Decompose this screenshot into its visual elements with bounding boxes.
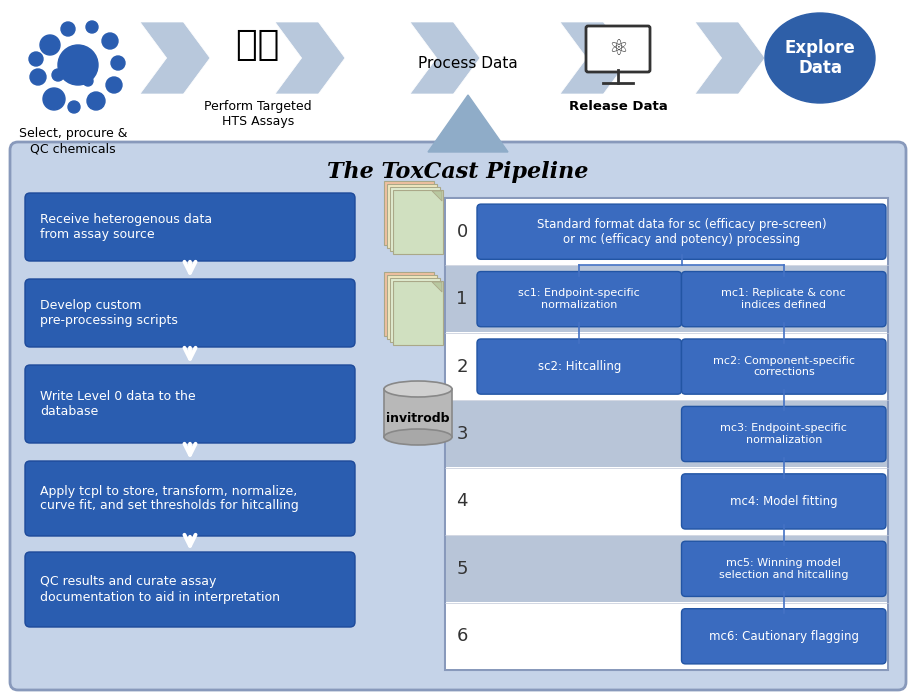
Text: Explore
Data: Explore Data (785, 39, 856, 78)
Text: The ToxCast Pipeline: The ToxCast Pipeline (328, 161, 588, 183)
FancyBboxPatch shape (25, 279, 355, 347)
Text: 4: 4 (457, 493, 468, 511)
Circle shape (30, 69, 46, 85)
FancyBboxPatch shape (446, 401, 887, 466)
FancyBboxPatch shape (446, 199, 887, 265)
Text: 5: 5 (457, 560, 468, 578)
FancyBboxPatch shape (387, 275, 437, 339)
FancyBboxPatch shape (25, 365, 355, 443)
Text: 3: 3 (457, 425, 468, 443)
FancyBboxPatch shape (446, 604, 887, 669)
Circle shape (40, 35, 60, 55)
Circle shape (87, 92, 105, 110)
FancyBboxPatch shape (682, 608, 886, 664)
Text: Select, procure &
QC chemicals: Select, procure & QC chemicals (18, 127, 127, 155)
Text: Develop custom
pre-processing scripts: Develop custom pre-processing scripts (40, 299, 178, 327)
FancyBboxPatch shape (446, 266, 887, 332)
FancyBboxPatch shape (384, 181, 434, 245)
Text: mc2: Component-specific
corrections: mc2: Component-specific corrections (713, 356, 855, 378)
FancyBboxPatch shape (384, 389, 452, 437)
Polygon shape (428, 95, 508, 152)
FancyBboxPatch shape (586, 26, 650, 72)
Polygon shape (432, 282, 442, 292)
Text: ⚛: ⚛ (608, 39, 628, 59)
Text: invitrodb: invitrodb (386, 412, 450, 426)
Ellipse shape (384, 381, 452, 397)
Text: Process Data: Process Data (418, 55, 518, 71)
Text: mc3: Endpoint-specific
normalization: mc3: Endpoint-specific normalization (720, 423, 847, 445)
Text: 2: 2 (457, 358, 468, 376)
Circle shape (52, 69, 64, 81)
FancyBboxPatch shape (384, 272, 434, 336)
Polygon shape (432, 191, 442, 201)
Circle shape (83, 76, 93, 86)
Polygon shape (140, 22, 210, 94)
FancyBboxPatch shape (446, 334, 887, 399)
Text: mc4: Model fitting: mc4: Model fitting (730, 495, 837, 508)
FancyBboxPatch shape (682, 474, 886, 529)
Text: mc1: Replicate & conc
indices defined: mc1: Replicate & conc indices defined (721, 288, 846, 310)
Circle shape (111, 56, 125, 70)
Text: 6: 6 (457, 627, 468, 645)
FancyBboxPatch shape (446, 468, 887, 534)
Text: QC results and curate assay
documentation to aid in interpretation: QC results and curate assay documentatio… (40, 575, 280, 604)
FancyBboxPatch shape (445, 198, 888, 670)
Ellipse shape (765, 13, 875, 103)
Circle shape (29, 52, 43, 66)
Text: sc1: Endpoint-specific
normalization: sc1: Endpoint-specific normalization (519, 288, 640, 310)
FancyBboxPatch shape (682, 541, 886, 597)
Polygon shape (410, 22, 480, 94)
FancyBboxPatch shape (682, 272, 886, 326)
Text: Write Level 0 data to the
database: Write Level 0 data to the database (40, 390, 196, 418)
Circle shape (43, 88, 65, 110)
Circle shape (106, 77, 122, 93)
Polygon shape (275, 22, 345, 94)
FancyBboxPatch shape (477, 204, 886, 259)
FancyBboxPatch shape (25, 193, 355, 261)
Ellipse shape (384, 429, 452, 445)
FancyBboxPatch shape (477, 339, 682, 394)
Circle shape (86, 21, 98, 33)
Polygon shape (695, 22, 765, 94)
Text: Perform Targeted
HTS Assays: Perform Targeted HTS Assays (204, 100, 312, 128)
FancyBboxPatch shape (393, 281, 443, 345)
Text: 👩‍🔬: 👩‍🔬 (236, 28, 280, 62)
Polygon shape (560, 22, 630, 94)
Text: Receive heterogenous data
from assay source: Receive heterogenous data from assay sou… (40, 213, 212, 241)
Text: Release Data: Release Data (568, 100, 667, 113)
FancyBboxPatch shape (390, 187, 440, 251)
FancyBboxPatch shape (477, 272, 682, 326)
FancyBboxPatch shape (25, 461, 355, 536)
Circle shape (61, 22, 75, 36)
Circle shape (58, 45, 98, 85)
FancyBboxPatch shape (682, 406, 886, 462)
Text: sc2: Hitcalling: sc2: Hitcalling (538, 360, 621, 373)
Circle shape (68, 101, 80, 113)
FancyBboxPatch shape (387, 184, 437, 248)
FancyBboxPatch shape (390, 278, 440, 342)
FancyBboxPatch shape (25, 552, 355, 627)
FancyBboxPatch shape (682, 339, 886, 394)
FancyBboxPatch shape (393, 190, 443, 254)
FancyBboxPatch shape (10, 142, 906, 690)
Text: mc6: Cautionary flagging: mc6: Cautionary flagging (709, 630, 859, 643)
Text: mc5: Winning model
selection and hitcalling: mc5: Winning model selection and hitcall… (719, 558, 848, 579)
Text: 1: 1 (457, 290, 468, 308)
Circle shape (102, 33, 118, 49)
Text: 0: 0 (457, 222, 468, 240)
Text: Apply tcpl to store, transform, normalize,
curve fit, and set thresholds for hit: Apply tcpl to store, transform, normaliz… (40, 484, 299, 513)
Text: Standard format data for sc (efficacy pre-screen)
or mc (efficacy and potency) p: Standard format data for sc (efficacy pr… (537, 218, 826, 246)
FancyBboxPatch shape (446, 536, 887, 602)
